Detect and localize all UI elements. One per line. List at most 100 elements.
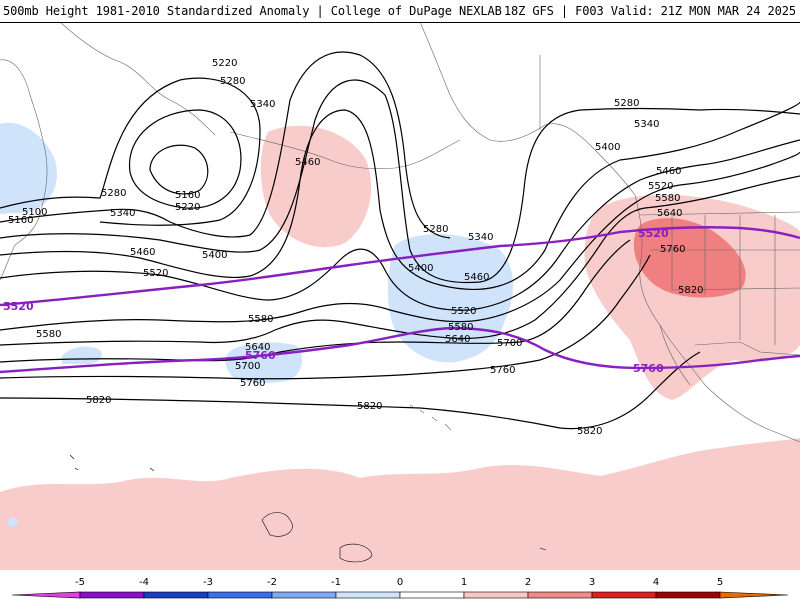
- legend-swatches: [11, 591, 789, 599]
- legend-swatch: [719, 591, 789, 599]
- contour-5220: [129, 109, 242, 209]
- contour-label: 5700: [497, 338, 522, 349]
- contour-5460: [0, 101, 800, 290]
- pacific-island: [69, 454, 155, 472]
- contour-label: 5340: [250, 99, 275, 110]
- legend-swatch: [527, 591, 593, 599]
- contour-5340: [0, 51, 451, 239]
- anomaly-shading: [0, 122, 800, 570]
- purple-contour-label: 5520: [3, 300, 34, 313]
- contour-label: 5760: [490, 365, 515, 376]
- contour-5700: [0, 239, 631, 363]
- strong-positive-anomaly-area: [633, 218, 746, 298]
- asia-coastline: [0, 59, 48, 281]
- contour-5580: [0, 151, 800, 331]
- contour-label: 5580: [248, 314, 273, 325]
- legend-tick-label: -2: [267, 577, 277, 588]
- map-title: 500mb Height 1981-2010 Standardized Anom…: [3, 4, 502, 18]
- state-borders: [650, 215, 800, 345]
- legend-tick-label: -4: [139, 577, 149, 588]
- contour-label: 5220: [212, 58, 237, 69]
- contour-label: 5100: [22, 207, 47, 218]
- contour-label: 5640: [445, 334, 470, 345]
- contour-label: 5820: [678, 285, 703, 296]
- positive-anomaly-area: [0, 438, 800, 570]
- map-header: 500mb Height 1981-2010 Standardized Anom…: [0, 0, 800, 23]
- contour-label: 5280: [614, 98, 639, 109]
- canada-us-border: [639, 211, 800, 216]
- siberia-coastline: [59, 22, 216, 136]
- contour-label: 5820: [86, 395, 111, 406]
- legend-bar: -5 -4 -3 -2 -1 0 1 2 3 4 5: [11, 577, 789, 599]
- north-america-west-coast: [634, 194, 800, 443]
- contour-label: 5760: [660, 244, 685, 255]
- legend-swatch: [463, 591, 529, 599]
- purple-contour-5520: [0, 226, 800, 307]
- contour-label: 5460: [464, 272, 489, 283]
- legend-tick-label: 5: [717, 577, 723, 588]
- contour-label: 5160: [8, 215, 33, 226]
- us-mexico-border: [694, 341, 800, 356]
- anomaly-color-legend: -5 -4 -3 -2 -1 0 1 2 3 4 5: [0, 570, 800, 600]
- contour-label: 5580: [448, 322, 473, 333]
- contour-5520: [0, 139, 800, 311]
- contour-label: 5700: [235, 361, 260, 372]
- legend-tick-label: 3: [589, 577, 595, 588]
- contour-label: 5220: [175, 202, 200, 213]
- contour-labels: 5220 5280 5340 5460 5160 5220 5280 5340 …: [8, 58, 703, 437]
- height-contours: [0, 51, 800, 430]
- contour-5640: [0, 175, 800, 346]
- contour-5820: [0, 351, 701, 430]
- contour-label: 5820: [357, 401, 382, 412]
- contour-5760: [0, 254, 651, 380]
- legend-swatch: [143, 591, 209, 599]
- purple-contour-label: 5760: [245, 349, 276, 362]
- hawaii-islands: [409, 404, 452, 431]
- contour-label: 5520: [451, 306, 476, 317]
- contour-5160-closed: [149, 144, 209, 195]
- contour-label: 5340: [634, 119, 659, 130]
- aleutian-islands: [229, 131, 461, 170]
- legend-tick-label: -5: [75, 577, 85, 588]
- legend-tick-label: -1: [331, 577, 341, 588]
- legend-ticks: -5 -4 -3 -2 -1 0 1 2 3 4 5: [75, 577, 723, 588]
- positive-anomaly-area: [260, 125, 372, 248]
- contour-label: 5280: [101, 188, 126, 199]
- negative-anomaly-area: [0, 122, 58, 214]
- alaska-coastline: [419, 22, 636, 196]
- highlight-contour-labels: 5520 5520 5760 5760: [3, 227, 669, 375]
- contour-label: 5820: [577, 426, 602, 437]
- contour-label: 5400: [595, 142, 620, 153]
- highlight-contours: [0, 226, 800, 374]
- legend-swatch: [655, 591, 721, 599]
- contour-5280: [0, 77, 261, 226]
- legend-tick-label: 0: [397, 577, 403, 588]
- contour-label: 5400: [408, 263, 433, 274]
- legend-tick-label: 1: [461, 577, 467, 588]
- purple-contour-label: 5520: [638, 227, 669, 240]
- legend-swatch: [271, 591, 337, 599]
- negative-anomaly-area: [8, 517, 18, 528]
- legend-tick-label: 2: [525, 577, 531, 588]
- contour-label: 5460: [295, 157, 320, 168]
- contour-label: 5340: [468, 232, 493, 243]
- legend-tick-label: 4: [653, 577, 659, 588]
- contour-label: 5760: [240, 378, 265, 389]
- contour-label: 5280: [220, 76, 245, 87]
- contour-label: 5640: [245, 342, 270, 353]
- negative-anomaly-area: [62, 346, 102, 364]
- purple-contour-label: 5760: [633, 362, 664, 375]
- legend-tick-label: -3: [203, 577, 213, 588]
- legend-swatch: [335, 591, 401, 599]
- height-anomaly-map: 5220 5280 5340 5460 5160 5220 5280 5340 …: [0, 22, 800, 570]
- contour-label: 5400: [202, 250, 227, 261]
- contour-5400: [0, 79, 800, 284]
- contour-label: 5460: [656, 166, 681, 177]
- legend-swatch: [207, 591, 273, 599]
- contour-label: 5580: [655, 193, 680, 204]
- legend-swatch: [399, 591, 465, 599]
- legend-swatch: [79, 591, 145, 599]
- legend-swatch: [11, 591, 81, 599]
- baja-california: [659, 324, 691, 386]
- contour-label: 5520: [143, 268, 168, 279]
